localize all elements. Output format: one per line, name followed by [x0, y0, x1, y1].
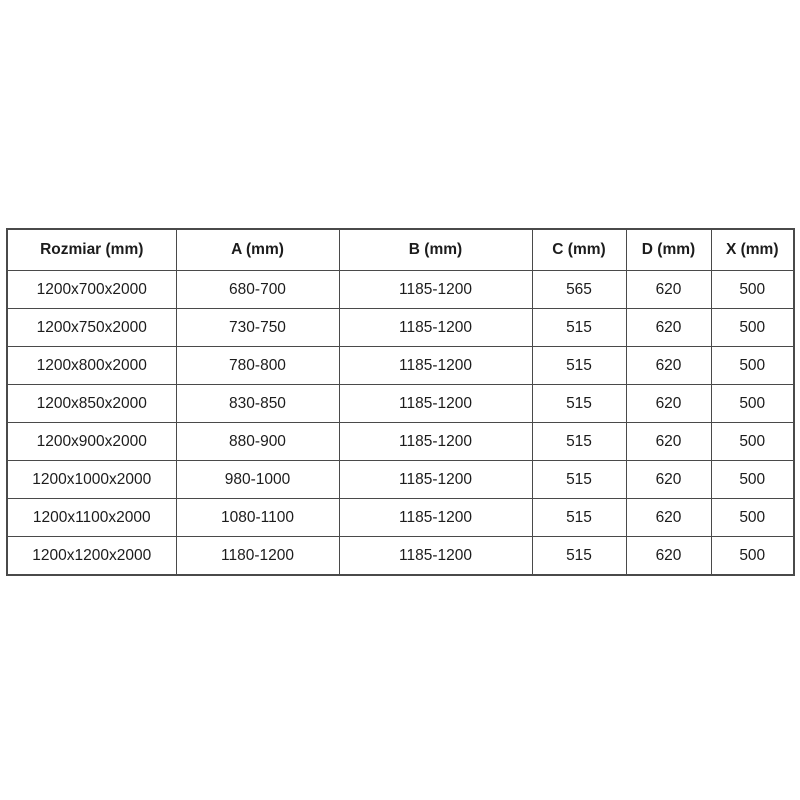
cell: 1185-1200 — [338, 498, 533, 537]
cell: 830-850 — [175, 384, 340, 423]
cell: 1185-1200 — [338, 308, 533, 347]
cell: 500 — [710, 384, 795, 423]
cell: 730-750 — [175, 308, 340, 347]
table-row: 1200x850x2000 830-850 1185-1200 515 620 500 — [6, 384, 795, 423]
cell: 680-700 — [175, 270, 340, 309]
table-row: 1200x1200x2000 1180-1200 1185-1200 515 620 50… — [6, 536, 795, 576]
column-header: A (mm) — [175, 228, 340, 271]
header-row: Rozmiar (mm) A (mm) B (mm) C (mm) D (mm) X (m… — [6, 228, 795, 271]
cell: 620 — [625, 308, 712, 347]
cell: 880-900 — [175, 422, 340, 461]
cell: 1185-1200 — [338, 270, 533, 309]
cell: 515 — [531, 308, 627, 347]
column-header: C (mm) — [531, 228, 627, 271]
cell: 500 — [710, 346, 795, 385]
cell: 620 — [625, 498, 712, 537]
table-row: 1200x800x2000 780-800 1185-1200 515 620 500 — [6, 346, 795, 385]
cell: 1200x850x2000 — [6, 384, 177, 423]
cell: 620 — [625, 270, 712, 309]
cell: 1185-1200 — [338, 422, 533, 461]
cell: 1200x1200x2000 — [6, 536, 177, 576]
cell: 1200x700x2000 — [6, 270, 177, 309]
column-header: X (mm) — [710, 228, 795, 271]
cell: 1200x1000x2000 — [6, 460, 177, 499]
cell: 1200x1100x2000 — [6, 498, 177, 537]
cell: 1185-1200 — [338, 346, 533, 385]
cell: 500 — [710, 422, 795, 461]
table-body: 1200x700x2000 680-700 1185-1200 565 620 500 12… — [6, 270, 795, 576]
table-row: 1200x700x2000 680-700 1185-1200 565 620 500 — [6, 270, 795, 309]
cell: 515 — [531, 422, 627, 461]
cell: 500 — [710, 270, 795, 309]
cell: 1185-1200 — [338, 460, 533, 499]
table-row: 1200x750x2000 730-750 1185-1200 515 620 500 — [6, 308, 795, 347]
column-header: B (mm) — [338, 228, 533, 271]
dimensions-spec-table: Rozmiar (mm) A (mm) B (mm) C (mm) D (mm) X (m… — [6, 228, 795, 576]
column-header: D (mm) — [625, 228, 712, 271]
cell: 1080-1100 — [175, 498, 340, 537]
table-row: 1200x900x2000 880-900 1185-1200 515 620 500 — [6, 422, 795, 461]
cell: 515 — [531, 536, 627, 576]
cell: 620 — [625, 460, 712, 499]
cell: 620 — [625, 536, 712, 576]
cell: 515 — [531, 346, 627, 385]
cell: 500 — [710, 308, 795, 347]
cell: 500 — [710, 460, 795, 499]
table-header: Rozmiar (mm) A (mm) B (mm) C (mm) D (mm) X (m… — [6, 228, 795, 271]
cell: 515 — [531, 460, 627, 499]
cell: 1200x750x2000 — [6, 308, 177, 347]
cell: 980-1000 — [175, 460, 340, 499]
cell: 500 — [710, 536, 795, 576]
cell: 515 — [531, 384, 627, 423]
cell: 1200x900x2000 — [6, 422, 177, 461]
column-header: Rozmiar (mm) — [6, 228, 177, 271]
cell: 1185-1200 — [338, 384, 533, 423]
cell: 500 — [710, 498, 795, 537]
cell: 1200x800x2000 — [6, 346, 177, 385]
cell: 565 — [531, 270, 627, 309]
cell: 620 — [625, 346, 712, 385]
table-row: 1200x1100x2000 1080-1100 1185-1200 515 620 50… — [6, 498, 795, 537]
cell: 780-800 — [175, 346, 340, 385]
table-row: 1200x1000x2000 980-1000 1185-1200 515 620 500 — [6, 460, 795, 499]
cell: 620 — [625, 422, 712, 461]
cell: 515 — [531, 498, 627, 537]
cell: 1180-1200 — [175, 536, 340, 576]
cell: 1185-1200 — [338, 536, 533, 576]
cell: 620 — [625, 384, 712, 423]
